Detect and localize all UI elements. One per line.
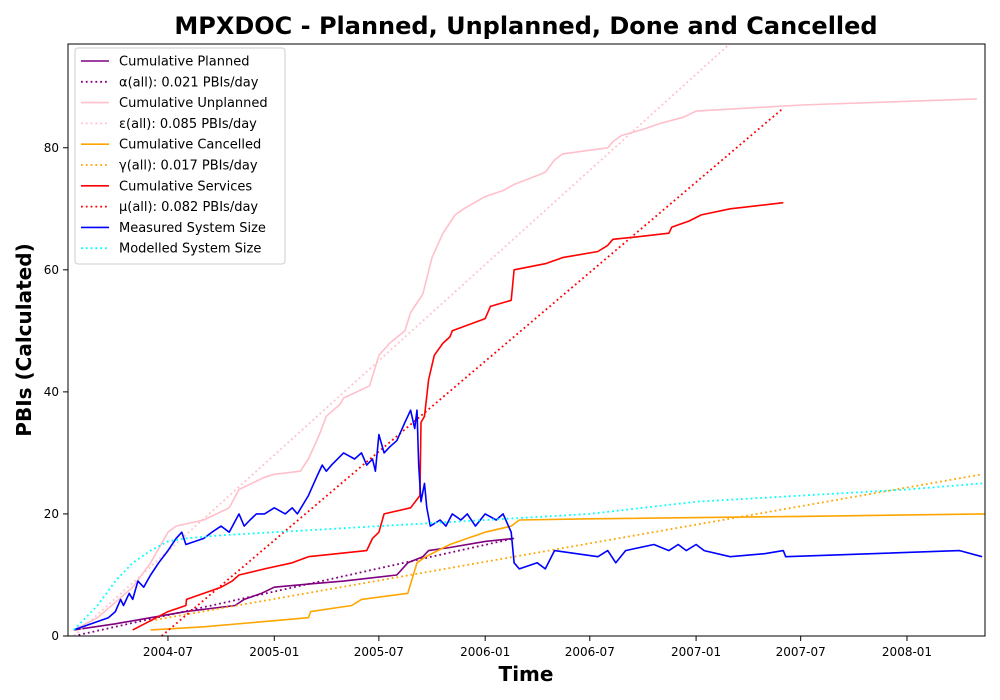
legend-label-cumulative-services: Cumulative Services	[119, 179, 252, 194]
y-axis: 0 20 40 60 80	[44, 141, 68, 643]
y-tick-label: 40	[44, 385, 59, 399]
legend-label-cumulative-planned: Cumulative Planned	[119, 55, 249, 70]
series-line-all-0-021-pbis-day	[74, 538, 514, 636]
legend-label-all-0-017-pbis-day: γ(all): 0.017 PBIs/day	[119, 159, 258, 174]
x-tick-label: 2005-07	[354, 645, 404, 659]
x-tick-label: 2004-07	[143, 645, 193, 659]
legend-label-all-0-021-pbis-day: α(all): 0.021 PBIs/day	[119, 75, 259, 90]
legend-label-modelled-system-size: Modelled System Size	[119, 242, 261, 257]
y-tick-label: 60	[44, 263, 59, 277]
legend: Cumulative Planned α(all): 0.021 PBIs/day…	[75, 48, 285, 264]
x-tick-label: 2007-07	[776, 645, 826, 659]
y-tick-label: 20	[44, 507, 59, 521]
y-tick-label: 80	[44, 141, 59, 155]
series-line-cumulative-cancelled	[151, 514, 985, 630]
legend-label-cumulative-cancelled: Cumulative Cancelled	[119, 138, 261, 153]
legend-label-all-0-085-pbis-day: ε(all): 0.085 PBIs/day	[119, 117, 257, 132]
legend-label-cumulative-unplanned: Cumulative Unplanned	[119, 96, 268, 111]
x-tick-label: 2006-01	[460, 645, 510, 659]
x-tick-label: 2008-01	[882, 645, 932, 659]
x-tick-label: 2005-01	[249, 645, 299, 659]
x-axis-title: Time	[499, 662, 554, 686]
y-tick-label: 0	[51, 629, 59, 643]
y-axis-title: PBIs (Calculated)	[12, 243, 36, 436]
x-tick-label: 2006-07	[565, 645, 615, 659]
x-axis: 2004-07 2005-01 2005-07 2006-01 2006-07 2007-…	[143, 636, 932, 659]
chart-title: MPXDOC - Planned, Unplanned, Done and Ca…	[174, 12, 877, 40]
legend-label-measured-system-size: Measured System Size	[119, 221, 266, 236]
legend-label-all-0-082-pbis-day: μ(all): 0.082 PBIs/day	[119, 200, 258, 215]
series-line-all-0-017-pbis-day	[151, 474, 983, 620]
x-tick-label: 2007-01	[671, 645, 721, 659]
